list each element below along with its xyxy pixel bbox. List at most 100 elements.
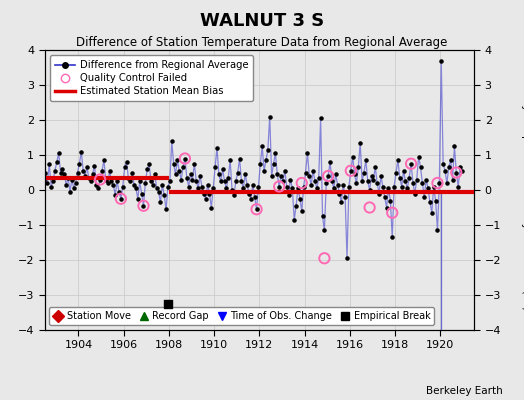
Point <box>66 188 74 195</box>
Point <box>458 168 466 174</box>
Point <box>85 174 93 181</box>
Point <box>143 166 151 172</box>
Point <box>188 176 196 183</box>
Point <box>152 185 161 192</box>
Point <box>130 182 138 188</box>
Point <box>277 173 285 179</box>
Y-axis label: Monthly Temperature Anomaly Difference (°C): Monthly Temperature Anomaly Difference (… <box>520 69 524 311</box>
Point <box>58 166 67 172</box>
Point <box>83 164 91 170</box>
Point <box>346 168 355 174</box>
Point <box>285 192 293 198</box>
Point <box>384 185 392 192</box>
Point <box>345 183 353 190</box>
Point <box>139 202 148 209</box>
Point <box>303 150 312 156</box>
Point <box>164 183 172 190</box>
Point <box>107 178 116 184</box>
Point <box>339 182 347 188</box>
Point <box>275 183 283 190</box>
Point <box>450 143 458 150</box>
Point <box>30 164 38 170</box>
Point <box>398 183 406 190</box>
Point <box>307 182 315 188</box>
Point <box>298 180 306 186</box>
Point <box>279 178 287 184</box>
Point <box>121 164 129 170</box>
Point <box>292 202 300 209</box>
Point <box>309 168 318 174</box>
Point <box>407 160 416 167</box>
Point <box>332 171 340 178</box>
Point <box>103 180 112 186</box>
Point <box>405 174 413 181</box>
Point <box>45 160 53 167</box>
Point <box>102 176 110 183</box>
Point <box>168 138 176 144</box>
Point <box>316 115 325 122</box>
Point <box>358 178 366 184</box>
Point <box>262 157 270 164</box>
Point <box>248 182 257 188</box>
Point <box>232 178 240 184</box>
Point <box>196 173 204 179</box>
Point <box>253 206 261 212</box>
Point <box>147 178 155 184</box>
Point <box>258 143 266 150</box>
Point <box>411 190 419 197</box>
Point <box>150 171 159 178</box>
Point <box>118 183 127 190</box>
Point <box>113 178 121 184</box>
Point <box>241 171 249 178</box>
Point <box>179 164 187 170</box>
Point <box>105 168 114 174</box>
Point <box>392 169 400 176</box>
Point <box>362 157 370 164</box>
Point <box>38 162 46 169</box>
Point <box>184 183 193 190</box>
Point <box>431 197 440 204</box>
Point <box>43 180 51 186</box>
Text: WALNUT 3 S: WALNUT 3 S <box>200 12 324 30</box>
Point <box>205 190 214 197</box>
Point <box>281 168 289 174</box>
Point <box>226 157 234 164</box>
Point <box>314 174 323 181</box>
Text: Difference of Station Temperature Data from Regional Average: Difference of Station Temperature Data f… <box>77 36 447 49</box>
Point <box>433 180 442 186</box>
Point <box>220 178 228 184</box>
Point <box>266 113 274 120</box>
Point <box>213 145 221 151</box>
Point <box>422 176 430 183</box>
Point <box>171 171 180 178</box>
Point <box>207 204 215 211</box>
Point <box>256 160 265 167</box>
Point <box>437 57 445 64</box>
Point <box>137 190 146 197</box>
Point <box>81 173 89 179</box>
Point <box>228 187 236 193</box>
Point <box>300 183 308 190</box>
Point <box>177 176 185 183</box>
Point <box>117 196 125 202</box>
Point <box>136 178 144 184</box>
Point <box>443 180 451 186</box>
Point <box>324 173 332 179</box>
Point <box>175 168 183 174</box>
Point <box>115 188 123 195</box>
Point <box>98 168 106 174</box>
Point <box>452 169 461 176</box>
Point <box>243 182 252 188</box>
Point <box>54 150 63 156</box>
Point <box>311 178 319 184</box>
Point <box>134 196 142 202</box>
Point <box>428 210 436 216</box>
Point <box>403 185 411 192</box>
Point <box>346 168 355 174</box>
Point <box>62 182 70 188</box>
Point <box>57 169 65 176</box>
Point <box>373 180 381 186</box>
Point <box>364 178 372 184</box>
Point <box>155 188 163 195</box>
Point <box>275 183 283 190</box>
